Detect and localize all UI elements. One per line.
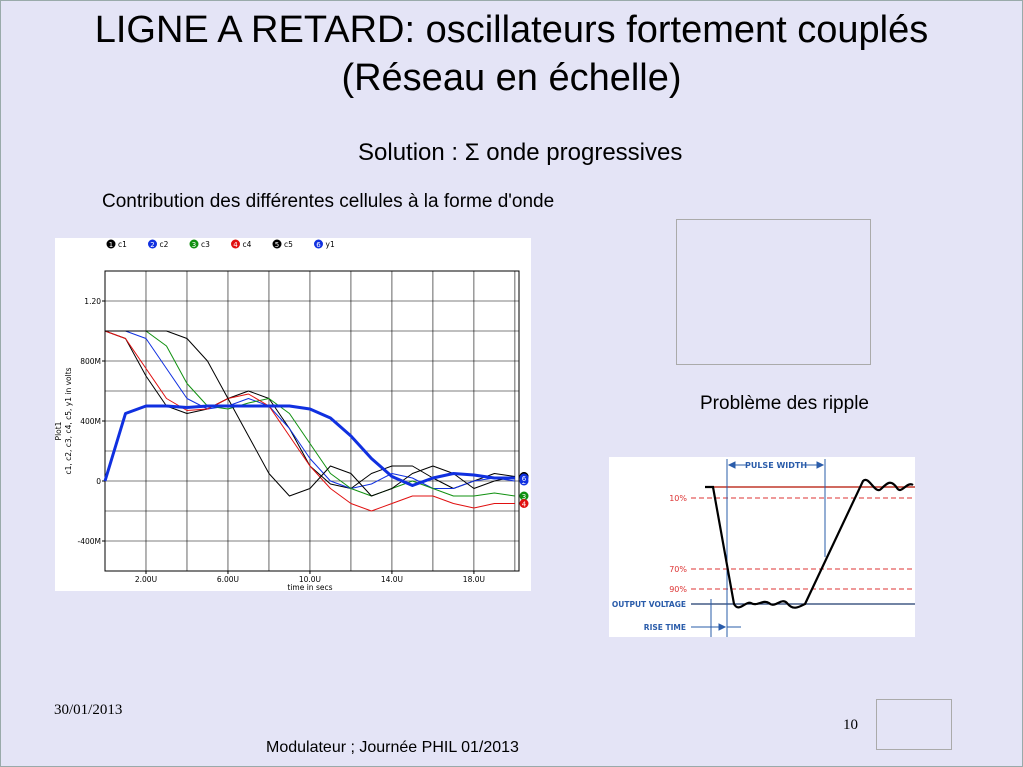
- plot-background: [55, 238, 531, 591]
- end-marker: [519, 473, 529, 483]
- x-tick-label: 2.00U: [135, 575, 157, 584]
- x-axis-label: time in secs: [287, 583, 332, 591]
- legend-label: c2: [160, 240, 169, 249]
- legend-marker: [189, 239, 199, 249]
- x-tick-label: 6.00U: [217, 575, 239, 584]
- legend-label: c5: [284, 240, 293, 249]
- legend-label: c3: [201, 240, 210, 249]
- legend-marker: [272, 239, 282, 249]
- end-marker: [519, 491, 529, 501]
- page-number: 10: [843, 717, 858, 733]
- legend-marker-label: 2: [150, 241, 154, 249]
- end-marker-label: 4: [522, 501, 527, 509]
- y-axis-label: c1, c2, c3, c4, c5, y1 in volts: [64, 367, 73, 474]
- caption: Contribution des différentes cellules à …: [102, 191, 555, 212]
- y-tick-label: 0: [96, 477, 101, 486]
- series-line: [105, 330, 516, 497]
- arrow: [691, 623, 741, 631]
- x-tick-label: 10.0U: [299, 575, 321, 584]
- legend-marker-label: 4: [233, 241, 238, 249]
- image-placeholder: [676, 219, 871, 365]
- label: OUTPUT VOLTAGE: [612, 600, 686, 609]
- image-placeholder: [876, 699, 952, 750]
- end-marker-label: 3: [522, 493, 526, 501]
- x-tick-label: 18.0U: [463, 575, 485, 584]
- label: PULSE WIDTH: [745, 461, 807, 470]
- legend-label: c1: [118, 240, 127, 249]
- legend-marker-label: 6: [316, 241, 321, 249]
- title: (Réseau en échelle): [341, 57, 682, 99]
- legend-marker: [106, 239, 116, 249]
- label: 70%: [669, 565, 687, 574]
- y-tick-label: 400M: [80, 417, 101, 426]
- series-line: [105, 330, 515, 497]
- rise-time-diagram: PULSE WIDTH 10% 70% 90% OUTPUT VOLTAGE R…: [609, 457, 915, 637]
- legend-marker: [314, 239, 323, 249]
- series-line: [103, 404, 515, 487]
- subtitle: Solution : Σ onde progressives: [358, 139, 683, 166]
- x-tick-label: 14.0U: [381, 575, 403, 584]
- series-line: [104, 330, 515, 512]
- date: 30/01/2013: [54, 702, 123, 718]
- plot-title: Plot1: [55, 421, 63, 440]
- end-marker-label: 6: [522, 475, 527, 483]
- y-tick-label: 1.20: [84, 297, 101, 306]
- label: 10%: [669, 494, 687, 503]
- footer: Modulateur ; Journée PHIL 01/2013: [266, 739, 519, 756]
- y-tick-label: -400M: [78, 537, 102, 546]
- arrow: [727, 461, 825, 469]
- legend-marker-label: 1: [109, 241, 113, 249]
- waveform: [705, 478, 914, 609]
- series-line: [105, 330, 515, 489]
- legend-label: c4: [243, 240, 252, 249]
- legend-marker-label: 5: [275, 241, 279, 249]
- legend-marker-label: 3: [192, 241, 196, 249]
- title: LIGNE A RETARD: oscillateurs fortement c…: [94, 9, 929, 51]
- label: RISE TIME: [644, 623, 686, 632]
- legend-marker: [231, 239, 240, 249]
- legend-marker: [148, 239, 157, 249]
- y-tick-label: 800M: [80, 357, 101, 366]
- plot: 1.20 800M 400M 0 -400M 2.00U 6.00U 10.0U 14.0U 18…: [55, 238, 531, 591]
- legend-label: y1: [326, 240, 335, 249]
- label: 90%: [669, 585, 687, 594]
- end-marker: [519, 499, 529, 508]
- caption: Problème des ripple: [700, 393, 869, 414]
- diagram-background: [609, 457, 915, 637]
